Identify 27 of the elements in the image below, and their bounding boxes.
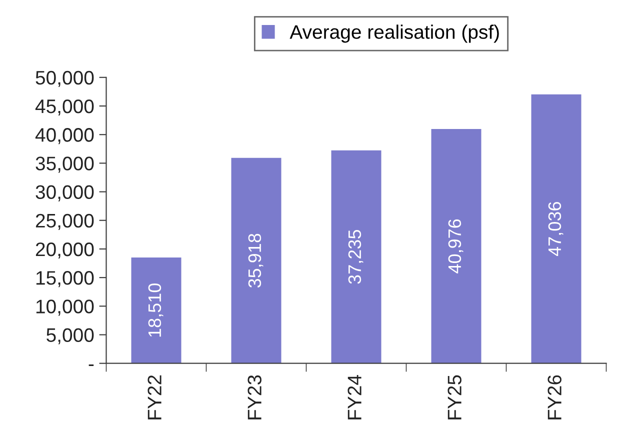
y-tick-label: 45,000: [35, 99, 94, 116]
text: 18,510: [148, 284, 164, 337]
y-tick-label: 25,000: [36, 214, 94, 230]
y-tick-label: 10,000: [36, 300, 94, 316]
y-tick-label: 35,000: [36, 156, 94, 173]
bar: [331, 150, 382, 364]
bar: [531, 94, 582, 364]
text: 47,036: [548, 202, 564, 256]
text: 35,918: [248, 234, 264, 288]
x-tick-label: FY22: [148, 375, 162, 420]
y-tick-label: 5,000: [46, 328, 94, 344]
y-tick-label: 40,000: [35, 128, 94, 144]
x-tick-label: FY23: [248, 375, 262, 420]
x-tick-label: FY26: [548, 375, 562, 420]
text: 37,235: [348, 230, 364, 284]
y-tick-label: -: [88, 364, 94, 366]
y-tick-label: 30,000: [36, 185, 94, 202]
bar: [431, 129, 482, 364]
legend-label: Average realisation (psf): [290, 24, 499, 43]
y-tick-label: 15,000: [36, 271, 94, 288]
text: 40,976: [448, 219, 464, 274]
x-tick-label: FY24: [348, 375, 362, 420]
y-tick-label: 50,000: [36, 70, 94, 87]
bar: [231, 158, 282, 364]
y-tick-label: 20,000: [36, 242, 94, 259]
x-tick-label: FY25: [448, 375, 462, 420]
bar: [131, 257, 182, 364]
